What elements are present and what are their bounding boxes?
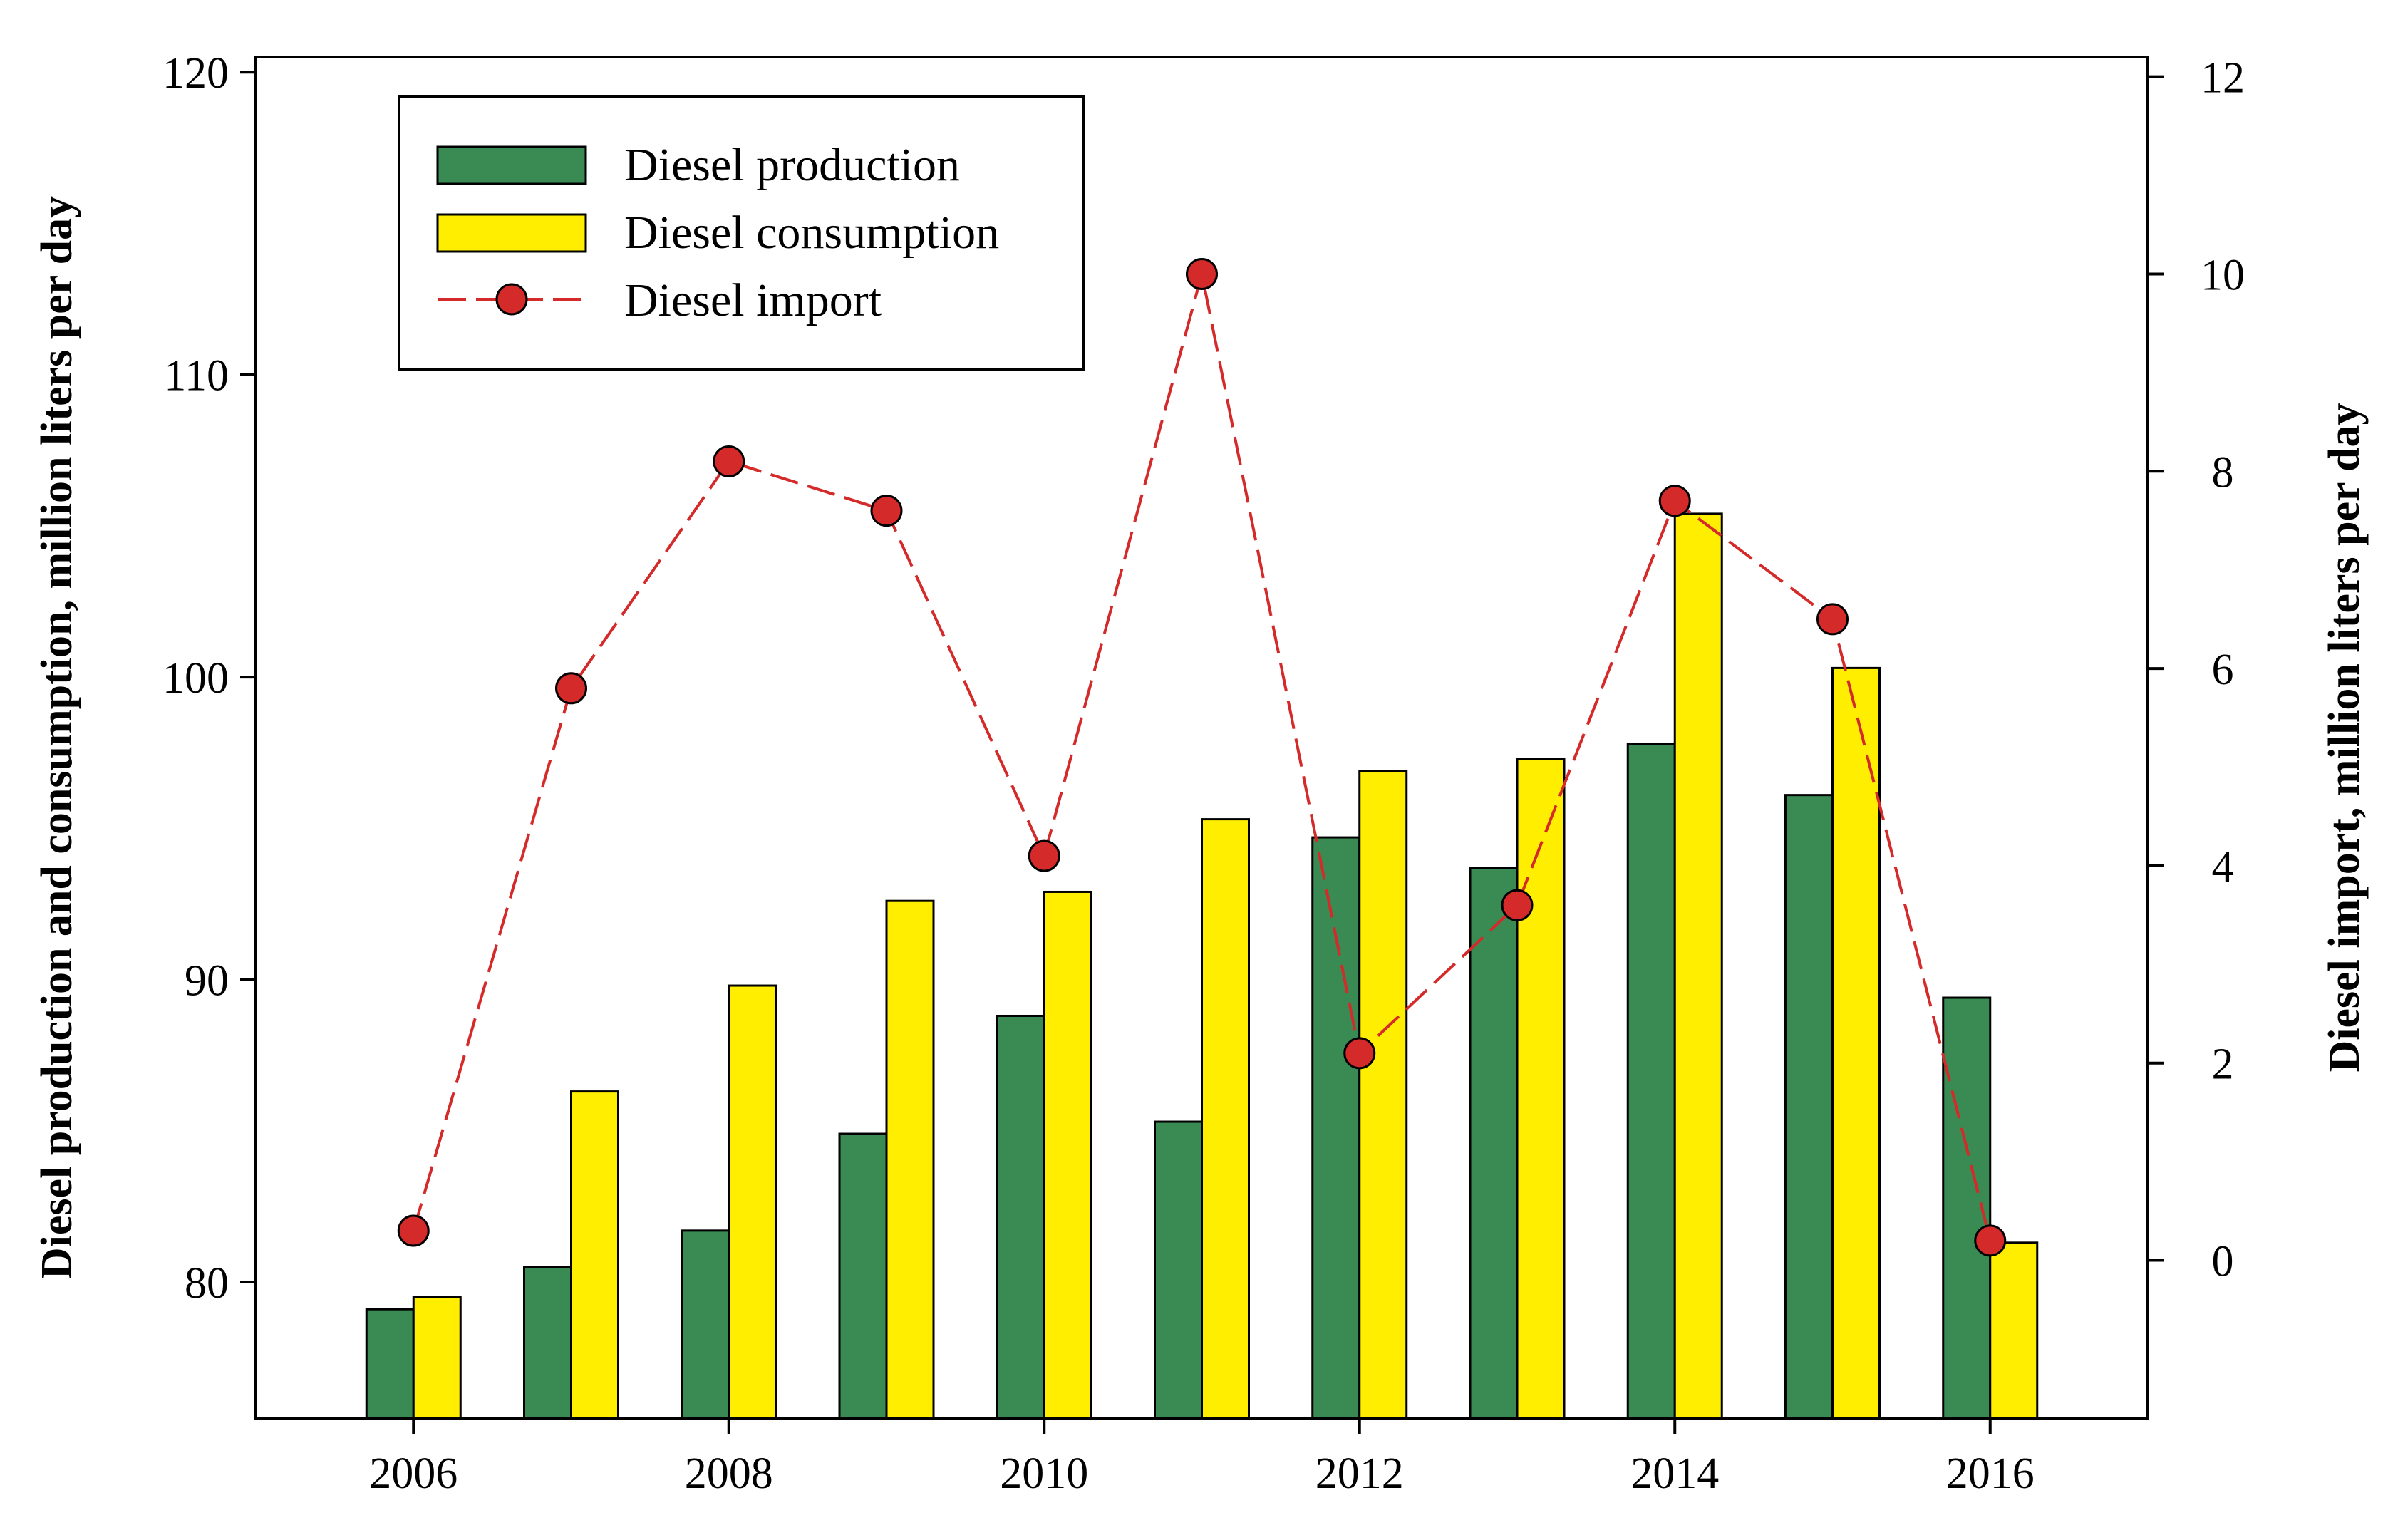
legend: Diesel production Diesel consumption Die… [398,95,1085,371]
bar-consumption-2011 [1201,818,1250,1420]
import-point-2014 [1658,485,1691,517]
import-point-2016 [1974,1224,2007,1257]
bars-group [365,512,2039,1420]
import-point-2006 [397,1214,430,1247]
bar-production-2013 [1469,867,1519,1420]
bar-production-2014 [1626,742,1676,1420]
y-tick-label-80: 80 [185,1259,229,1308]
legend-label-consumption: Diesel consumption [624,207,999,259]
import-point-2013 [1501,889,1534,921]
y-axis-title: Diesel production and consumption, milli… [33,196,81,1279]
x-tick-label-2006: 2006 [369,1449,458,1498]
import-point-2015 [1816,603,1849,636]
x-tick-label-2008: 2008 [685,1449,773,1498]
y-tick-label-90: 90 [185,957,229,1006]
bar-consumption-2013 [1516,758,1566,1420]
x-tick-label-2014: 2014 [1630,1449,1719,1498]
bar-production-2010 [996,1014,1045,1420]
y-tick-label-110: 110 [164,352,229,400]
bar-consumption-2009 [885,899,935,1420]
y2-tick-label-6: 6 [2212,646,2234,694]
bar-consumption-2015 [1831,666,1881,1420]
x-tick-label-2010: 2010 [1000,1449,1088,1498]
y-tick-label-120: 120 [162,49,229,98]
legend-marker-import [495,283,528,316]
bar-consumption-2010 [1043,890,1092,1420]
bar-production-2015 [1784,794,1834,1420]
import-point-2009 [870,495,903,527]
legend-label-production: Diesel production [624,139,960,191]
bar-production-2012 [1311,836,1361,1420]
bar-consumption-2007 [570,1090,619,1420]
y2-tick-label-2: 2 [2212,1040,2234,1089]
import-point-2012 [1343,1037,1376,1070]
bar-consumption-2008 [728,984,777,1420]
bar-production-2007 [523,1266,572,1420]
y2-axis-title: Diesel import, million liters per day [2320,403,2369,1072]
y2-tick-label-10: 10 [2201,251,2245,299]
y2-tick-label-4: 4 [2212,843,2234,892]
bar-production-2008 [681,1229,730,1420]
legend-swatch-consumption [436,213,587,253]
x-tick-label-2016: 2016 [1946,1449,2035,1498]
y2-tick-label-8: 8 [2212,448,2234,497]
bar-production-2011 [1154,1120,1203,1420]
import-point-2011 [1186,257,1218,290]
import-point-2008 [713,445,745,477]
import-point-2007 [555,672,587,705]
y2-tick-label-0: 0 [2212,1238,2234,1286]
x-tick-label-2012: 2012 [1315,1449,1404,1498]
import-line-group [397,257,2007,1257]
y-tick-label-100: 100 [162,654,229,703]
bar-production-2006 [365,1308,415,1420]
bar-consumption-2012 [1358,770,1408,1420]
bar-consumption-2006 [412,1296,462,1420]
bar-consumption-2016 [1989,1241,2039,1420]
legend-swatch-production [436,145,587,185]
axes-group: 80 90 100 110 120 0 2 4 6 8 10 12 2006 2008 2010 2012 20… [162,49,2245,1498]
bar-production-2009 [838,1132,888,1420]
import-point-2010 [1028,839,1060,872]
y2-tick-label-12: 12 [2201,54,2245,103]
legend-label-import: Diesel import [624,274,882,326]
bar-consumption-2014 [1673,512,1723,1420]
